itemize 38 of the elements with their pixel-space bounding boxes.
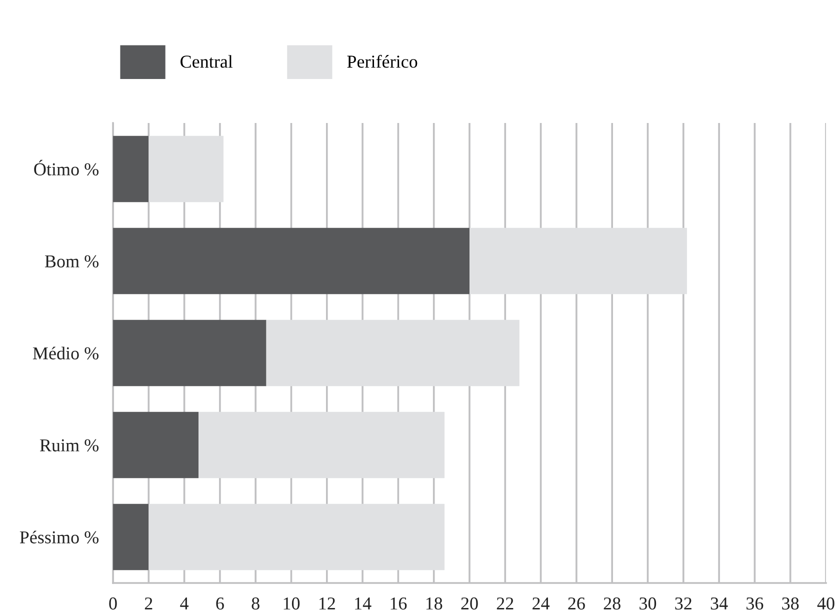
x-tick-label: 22 <box>496 597 514 610</box>
x-tick-label: 26 <box>568 597 585 610</box>
x-tick-label: 20 <box>461 597 478 610</box>
bar <box>113 504 149 570</box>
legend-label: Periférico <box>347 54 418 68</box>
x-tick-label: 8 <box>252 597 260 610</box>
bar <box>198 412 445 478</box>
bar <box>113 136 149 202</box>
bar <box>113 320 266 386</box>
x-tick-label: 24 <box>532 597 550 610</box>
x-tick-label: 6 <box>216 597 224 610</box>
bar <box>113 228 470 294</box>
x-tick-label: 4 <box>180 598 189 610</box>
x-tick-label: 0 <box>109 597 117 610</box>
x-tick-label: 28 <box>604 597 620 610</box>
y-tick-label: Bom % <box>44 255 98 268</box>
x-tick-label: 16 <box>390 597 407 610</box>
x-tick-label: 34 <box>710 597 728 610</box>
bar <box>148 136 224 202</box>
bar <box>148 504 445 570</box>
x-tick-label: 36 <box>746 597 764 610</box>
x-tick-label: 10 <box>284 597 300 610</box>
x-tick-label: 40 <box>817 597 834 610</box>
y-tick-label: Péssimo % <box>20 530 98 544</box>
x-tick-label: 18 <box>426 597 442 610</box>
bar <box>470 228 687 294</box>
y-tick-label: Ótimo % <box>34 160 98 176</box>
x-tick-label: 2 <box>144 597 152 610</box>
x-tick-label: 30 <box>640 597 656 610</box>
y-tick-label: Ruim % <box>40 439 98 452</box>
x-tick-label: 32 <box>675 597 692 610</box>
x-tick-label: 14 <box>355 598 372 610</box>
x-tick-label: 38 <box>782 597 799 610</box>
legend-label: Central <box>180 55 233 68</box>
y-tick-label: Médio % <box>32 346 98 360</box>
bar <box>266 320 520 386</box>
x-tick-label: 12 <box>319 597 335 610</box>
bar <box>113 412 199 478</box>
